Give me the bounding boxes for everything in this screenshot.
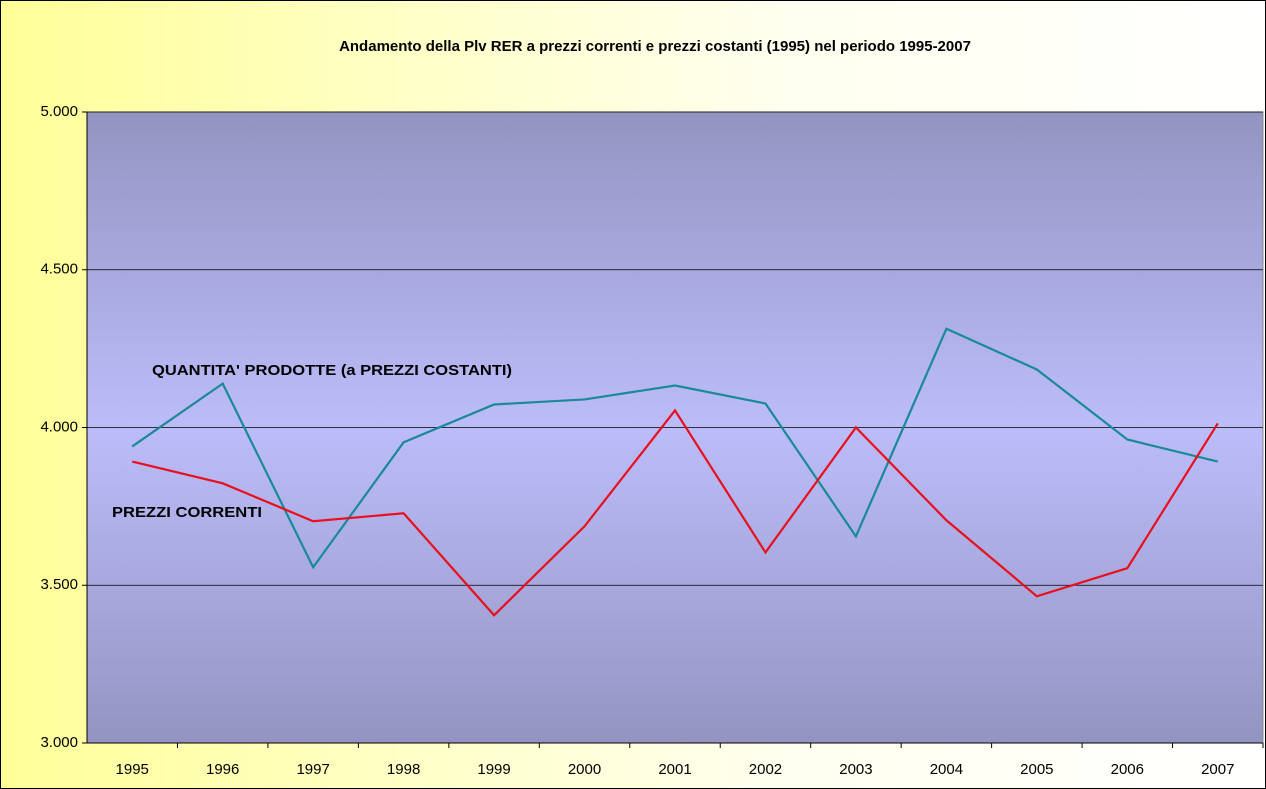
x-tick-label: 1998 [387,761,420,778]
x-tick-label: 2001 [658,761,691,778]
x-tick-label: 2007 [1201,761,1234,778]
x-tick-label: 1997 [296,761,329,778]
y-tick-label: 3.000 [40,734,78,751]
x-tick-label: 2004 [930,761,963,778]
x-tick-label: 2005 [1020,761,1053,778]
series-label: QUANTITA' PRODOTTE (a PREZZI COSTANTI) [152,362,512,379]
x-tick-label: 2006 [1111,761,1144,778]
chart-title: Andamento della Plv RER a prezzi corrent… [339,38,971,55]
x-tick-label: 2003 [839,761,872,778]
y-tick-label: 4.000 [40,418,78,435]
y-tick-label: 3.500 [40,576,78,593]
x-tick-label: 1995 [116,761,149,778]
series-line [131,408,1219,617]
x-tick-label: 1999 [477,761,510,778]
y-tick-label: 4.500 [40,261,78,278]
series-label: PREZZI CORRENTI [112,504,262,521]
x-tick-label: 2000 [568,761,601,778]
y-tick-label: 5.000 [40,103,78,120]
x-tick-label: 2002 [749,761,782,778]
series-line [131,327,1219,570]
x-tick-label: 1996 [206,761,239,778]
